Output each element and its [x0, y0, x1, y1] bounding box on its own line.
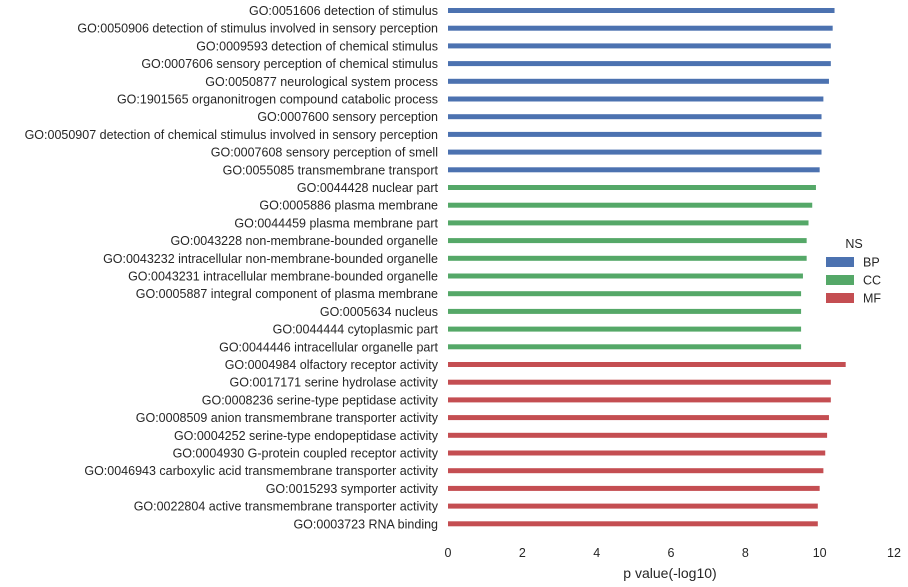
x-tick-label: 10 — [813, 546, 827, 560]
x-tick-label: 12 — [887, 546, 901, 560]
category-label: GO:0051606 detection of stimulus — [249, 4, 438, 18]
bar — [448, 167, 820, 173]
bar — [448, 503, 818, 509]
x-axis-ticks: 0 2 4 6 8 10 12 — [445, 546, 901, 560]
bar — [448, 96, 824, 102]
bar — [448, 308, 802, 314]
bar — [448, 185, 816, 190]
bar — [448, 131, 822, 137]
bar — [448, 202, 813, 208]
category-label: GO:0017171 serine hydrolase activity — [230, 376, 439, 390]
bar — [448, 43, 831, 49]
bar — [448, 485, 820, 491]
category-labels: GO:0051606 detection of stimulus GO:00509… — [25, 4, 439, 531]
category-label: GO:0043232 intracellular non-membrane-bo… — [103, 252, 438, 266]
bar — [448, 432, 828, 438]
bar — [448, 25, 833, 31]
legend-label: MF — [863, 292, 881, 306]
bar — [448, 8, 835, 13]
category-label: GO:0055085 transmembrane transport — [223, 163, 439, 177]
legend-swatch — [826, 257, 854, 267]
category-label: GO:0007600 sensory perception — [257, 110, 438, 124]
category-label: GO:0008236 serine-type peptidase activit… — [202, 393, 439, 407]
bar — [448, 521, 818, 527]
bar — [448, 78, 829, 84]
bar — [448, 61, 831, 67]
category-label: GO:0004252 serine-type endopeptidase act… — [174, 429, 439, 443]
bar — [448, 344, 802, 350]
legend-title: NS — [845, 237, 862, 251]
x-tick-label: 4 — [593, 546, 600, 560]
bar — [448, 220, 809, 226]
bar — [448, 273, 803, 279]
category-label: GO:0003723 RNA binding — [293, 517, 438, 531]
bar — [448, 379, 831, 385]
x-tick-label: 0 — [445, 546, 452, 560]
x-axis-title: p value(-log10) — [623, 565, 716, 581]
category-label: GO:0005886 plasma membrane — [259, 199, 438, 213]
bar — [448, 114, 822, 120]
category-label: GO:0044428 nuclear part — [297, 181, 439, 195]
bar — [448, 238, 807, 244]
bar — [448, 255, 807, 261]
category-label: GO:1901565 organonitrogen compound catab… — [117, 93, 438, 107]
x-tick-label: 2 — [519, 546, 526, 560]
legend-items: BP CC MF — [826, 256, 881, 306]
category-label: GO:0007608 sensory perception of smell — [211, 146, 438, 160]
category-label: GO:0044444 cytoplasmic part — [273, 323, 439, 337]
bar — [448, 415, 829, 421]
category-label: GO:0022804 active transmembrane transpor… — [134, 500, 439, 514]
category-label: GO:0004984 olfactory receptor activity — [225, 358, 439, 372]
category-label: GO:0050906 detection of stimulus involve… — [77, 22, 438, 36]
category-label: GO:0007606 sensory perception of chemica… — [141, 57, 438, 71]
x-tick-label: 8 — [742, 546, 749, 560]
category-label: GO:0043231 intracellular membrane-bounde… — [128, 270, 438, 284]
category-label: GO:0050877 neurological system process — [205, 75, 438, 89]
legend: NS BP CC MF — [826, 237, 881, 306]
bar — [448, 397, 831, 403]
x-tick-label: 6 — [668, 546, 675, 560]
bar — [448, 362, 846, 367]
legend-swatch — [826, 275, 854, 285]
bar — [448, 468, 824, 474]
bar — [448, 291, 802, 297]
category-label: GO:0004930 G-protein coupled receptor ac… — [173, 447, 439, 461]
category-label: GO:0009593 detection of chemical stimulu… — [196, 39, 438, 53]
category-label: GO:0043228 non-membrane-bounded organell… — [170, 234, 438, 248]
category-label: GO:0044446 intracellular organelle part — [219, 340, 438, 354]
legend-swatch — [826, 293, 854, 303]
category-label: GO:0015293 symporter activity — [266, 482, 439, 496]
legend-label: CC — [863, 274, 881, 288]
category-label: GO:0005887 integral component of plasma … — [136, 287, 438, 301]
bar — [448, 450, 826, 456]
legend-label: BP — [863, 256, 880, 270]
bar — [448, 326, 802, 332]
category-label: GO:0005634 nucleus — [320, 305, 438, 319]
category-label: GO:0046943 carboxylic acid transmembrane… — [84, 464, 438, 478]
bars — [448, 8, 846, 527]
category-label: GO:0050907 detection of chemical stimulu… — [25, 128, 438, 142]
category-label: GO:0008509 anion transmembrane transport… — [136, 411, 439, 425]
bar — [448, 149, 822, 155]
category-label: GO:0044459 plasma membrane part — [234, 216, 438, 230]
